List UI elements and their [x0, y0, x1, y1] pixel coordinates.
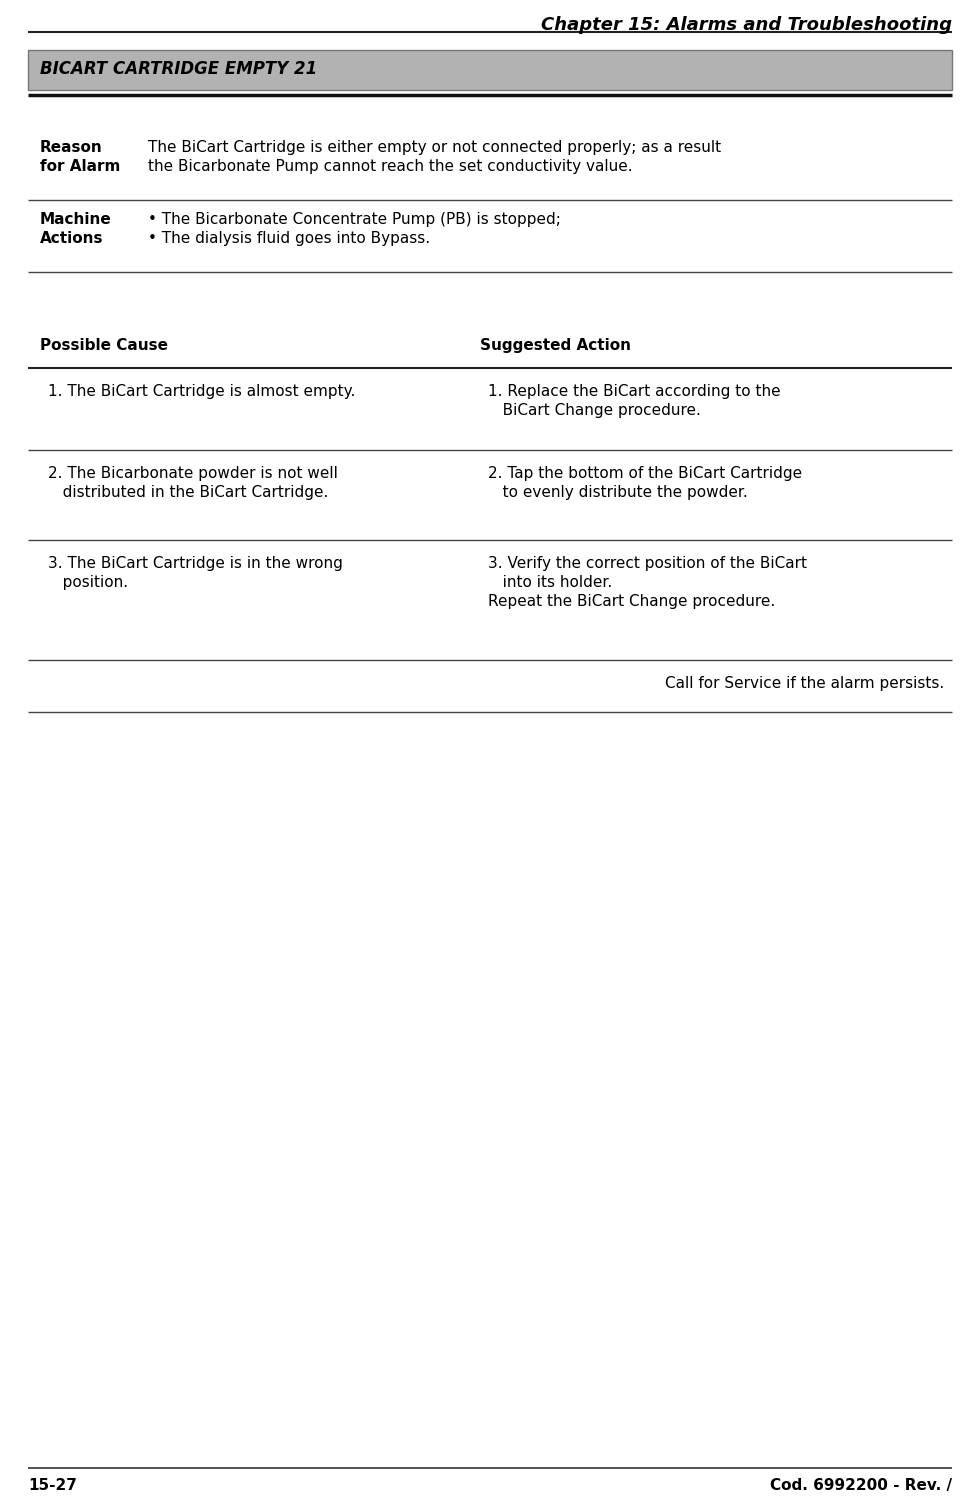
Bar: [28, 50, 952, 90]
Text: Machine
Actions: Machine Actions: [40, 212, 112, 247]
Text: 2. The Bicarbonate powder is not well
   distributed in the BiCart Cartridge.: 2. The Bicarbonate powder is not well di…: [48, 466, 338, 501]
Text: 2. Tap the bottom of the BiCart Cartridge
   to evenly distribute the powder.: 2. Tap the bottom of the BiCart Cartridg…: [488, 466, 802, 501]
Text: Cod. 6992200 - Rev. /: Cod. 6992200 - Rev. /: [770, 1478, 952, 1493]
Text: The BiCart Cartridge is either empty or not connected properly; as a result
the : The BiCart Cartridge is either empty or …: [148, 140, 721, 174]
Text: 3. The BiCart Cartridge is in the wrong
   position.: 3. The BiCart Cartridge is in the wrong …: [48, 556, 343, 590]
Text: Chapter 15: Alarms and Troubleshooting: Chapter 15: Alarms and Troubleshooting: [541, 17, 952, 35]
Text: • The Bicarbonate Concentrate Pump (PB) is stopped;
• The dialysis fluid goes in: • The Bicarbonate Concentrate Pump (PB) …: [148, 212, 561, 247]
Text: Possible Cause: Possible Cause: [40, 338, 168, 353]
Text: Suggested Action: Suggested Action: [480, 338, 631, 353]
Text: BICART CARTRIDGE EMPTY 21: BICART CARTRIDGE EMPTY 21: [40, 60, 318, 78]
Text: 1. Replace the BiCart according to the
   BiCart Change procedure.: 1. Replace the BiCart according to the B…: [488, 384, 781, 418]
Text: Call for Service if the alarm persists.: Call for Service if the alarm persists.: [664, 675, 944, 690]
Text: 1. The BiCart Cartridge is almost empty.: 1. The BiCart Cartridge is almost empty.: [48, 384, 356, 399]
Text: 15-27: 15-27: [28, 1478, 76, 1493]
Text: Reason
for Alarm: Reason for Alarm: [40, 140, 121, 174]
Text: 3. Verify the correct position of the BiCart
   into its holder.
Repeat the BiCa: 3. Verify the correct position of the Bi…: [488, 556, 807, 609]
